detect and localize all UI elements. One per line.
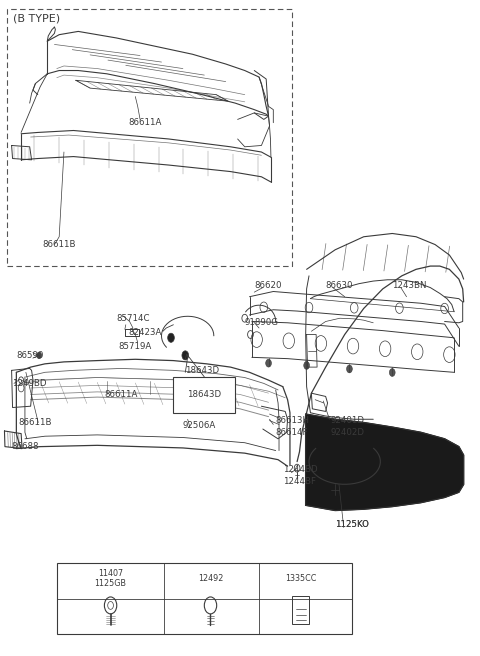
Text: 86611A: 86611A — [104, 390, 138, 399]
Circle shape — [304, 361, 310, 369]
Bar — [57, 563, 352, 634]
Text: 18643D: 18643D — [185, 366, 219, 375]
Text: 1249BD: 1249BD — [12, 379, 46, 388]
Circle shape — [347, 365, 352, 373]
Text: 91890G: 91890G — [245, 318, 279, 327]
Text: 86613H: 86613H — [276, 416, 310, 425]
Polygon shape — [306, 414, 464, 510]
Text: 86630: 86630 — [325, 281, 353, 290]
Text: 82423A: 82423A — [128, 328, 162, 337]
Text: 86688: 86688 — [12, 442, 39, 451]
Text: (B TYPE): (B TYPE) — [12, 14, 60, 24]
Text: 92402D: 92402D — [330, 428, 364, 437]
Circle shape — [182, 351, 189, 360]
Bar — [7, 9, 292, 266]
Circle shape — [168, 333, 174, 342]
Text: 86611B: 86611B — [43, 240, 76, 249]
Text: 1244BF: 1244BF — [283, 477, 316, 485]
Text: 11407
1125GB: 11407 1125GB — [95, 569, 127, 588]
Text: 1335CC: 1335CC — [285, 574, 317, 583]
Bar — [173, 377, 235, 413]
Text: 18643D: 18643D — [187, 390, 221, 400]
Text: 86620: 86620 — [254, 281, 282, 290]
Text: 1244BD: 1244BD — [283, 465, 317, 474]
Circle shape — [389, 369, 395, 377]
Text: 1243BN: 1243BN — [392, 281, 427, 290]
Bar — [359, 436, 416, 465]
Text: 85719A: 85719A — [119, 342, 152, 351]
Text: 1125KO: 1125KO — [335, 520, 369, 529]
Text: 12492: 12492 — [198, 574, 223, 583]
Text: 1125KO: 1125KO — [335, 520, 369, 529]
Text: 86614F: 86614F — [276, 428, 308, 437]
Text: 92506A: 92506A — [183, 421, 216, 430]
Text: 85714C: 85714C — [116, 314, 150, 323]
Text: 86590: 86590 — [16, 351, 44, 360]
Text: 86611A: 86611A — [128, 118, 162, 127]
Circle shape — [37, 352, 42, 359]
Bar — [292, 596, 310, 624]
Circle shape — [266, 359, 271, 367]
Text: 92401D: 92401D — [330, 416, 364, 425]
Text: 86611B: 86611B — [18, 418, 52, 427]
